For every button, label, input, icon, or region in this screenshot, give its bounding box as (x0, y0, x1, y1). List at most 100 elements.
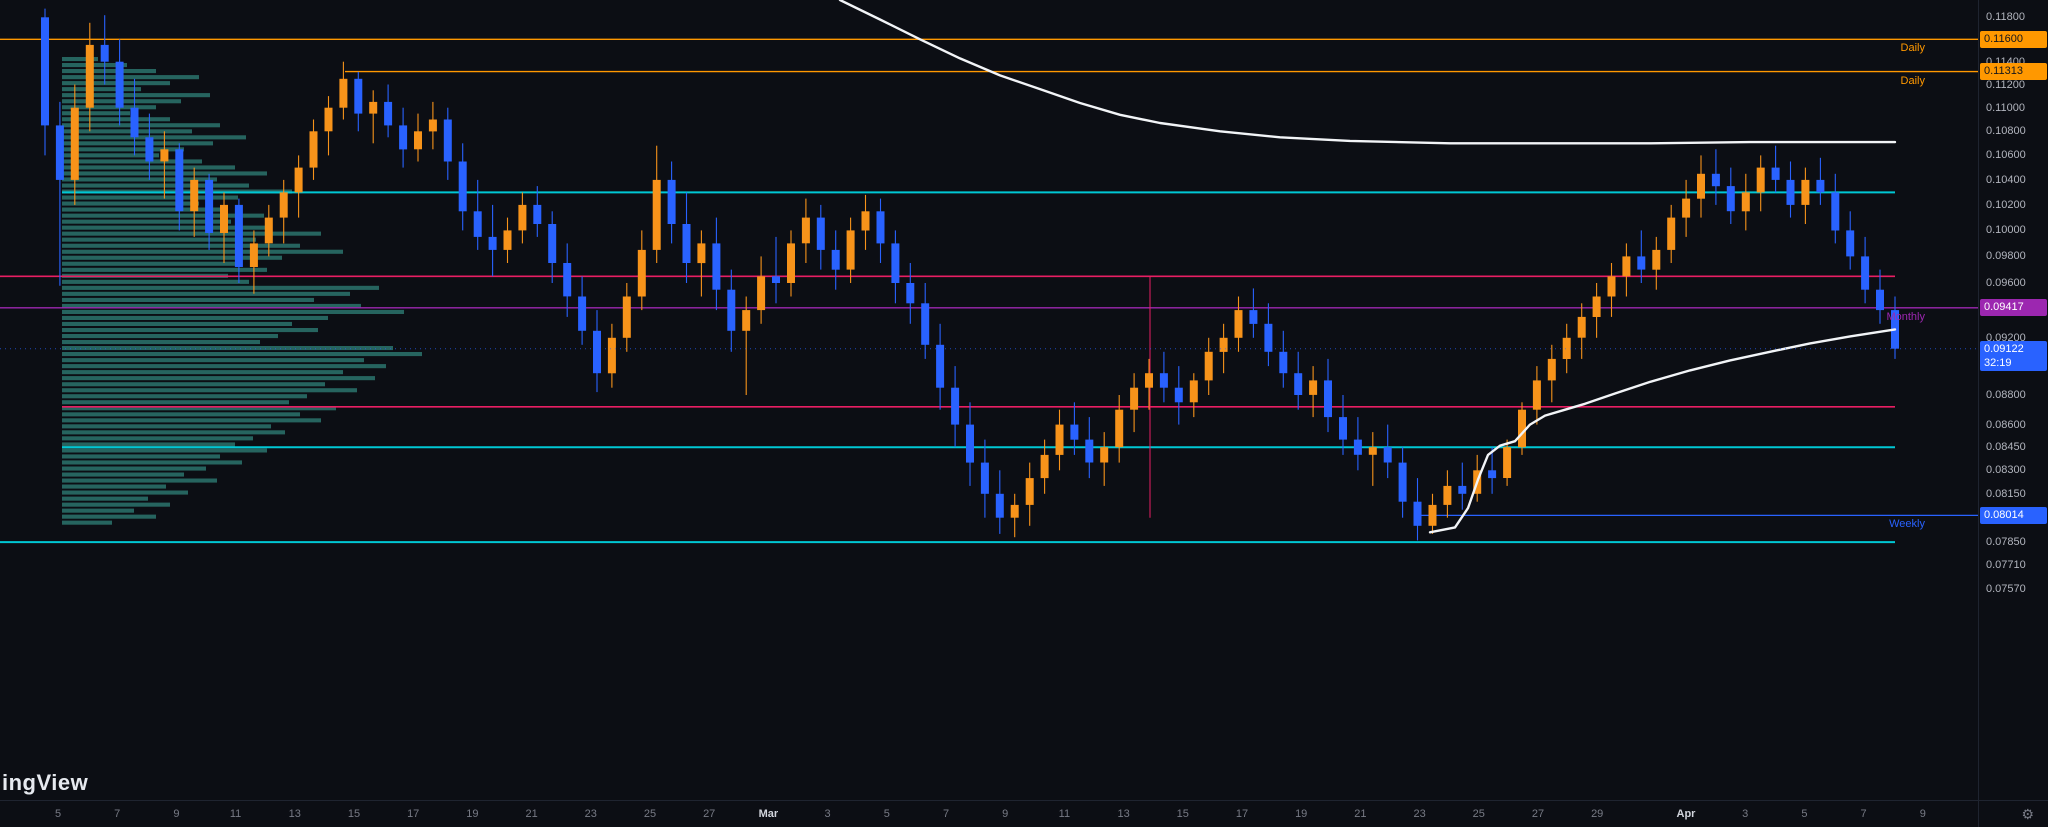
volume-profile-row (62, 249, 343, 254)
volume-profile-row (62, 231, 321, 236)
chart-plot-area[interactable]: Daily Daily Monthly Weekly ingView (0, 0, 1978, 800)
price-tick: 0.10000 (1986, 224, 2026, 237)
time-tick-19: 19 (1295, 808, 1308, 820)
candle-body (876, 211, 885, 244)
price-tick: 0.08450 (1986, 441, 2026, 454)
price-tick: 0.11200 (1986, 78, 2025, 91)
candle-body (1189, 380, 1198, 403)
axis-settings-corner: ⚙ (1978, 800, 2048, 827)
time-axis[interactable]: 5 7 9 11 13 15 17 19 21 23 25 27 Mar 3 5 7 9 11 13 15 17 19 21… (0, 800, 1978, 827)
volume-profile-row (62, 255, 282, 260)
price-badge-0.08014: 0.08014 (1980, 506, 2047, 524)
candle-body (414, 131, 422, 150)
volume-profile-row (62, 309, 404, 314)
volume-profile-row (62, 129, 192, 134)
volume-profile-row (62, 418, 321, 423)
volume-profile-row (62, 406, 336, 411)
candle-body (1801, 179, 1810, 205)
time-tick-apr: Apr (1676, 808, 1696, 820)
candle-body (1115, 409, 1124, 448)
candle-body (458, 161, 467, 212)
time-tick-23: 23 (1413, 808, 1426, 820)
candle-body (473, 211, 482, 237)
volume-profile-row (62, 496, 148, 501)
candle-body (637, 249, 646, 297)
price-tick: 0.07850 (1986, 536, 2026, 549)
volume-profile-row (62, 334, 278, 339)
volume-profile-row (62, 141, 213, 146)
time-tick-25: 25 (1472, 808, 1485, 820)
tradingview-watermark[interactable]: ingView (2, 770, 89, 795)
candle-body (966, 424, 974, 463)
volume-profile-row (62, 261, 242, 266)
candle-body (1577, 316, 1586, 338)
candle-body (1667, 217, 1676, 250)
candle-body (55, 125, 64, 180)
candle-body (145, 137, 154, 162)
candle-body (1279, 351, 1288, 374)
volume-profile-row (62, 502, 170, 507)
volume-profile-row (62, 201, 199, 206)
volume-profile-row (62, 195, 238, 200)
candle-body (1846, 230, 1855, 257)
volume-profile-row (62, 315, 328, 320)
candle-body (682, 224, 691, 263)
gear-icon[interactable]: ⚙ (2021, 806, 2034, 822)
candle-body (85, 44, 94, 108)
volume-profile-row (62, 183, 249, 188)
candle-body (1324, 380, 1332, 418)
volume-profile-row (62, 472, 184, 477)
candle-body (1443, 485, 1452, 505)
volume-profile-row (62, 135, 246, 140)
volume-profile-row (62, 159, 202, 164)
ma-white-lower (1428, 328, 1897, 534)
volume-profile-row (62, 328, 318, 333)
volume-profile-row (62, 297, 314, 302)
time-tick-17: 17 (1235, 808, 1249, 820)
candle-body (921, 303, 930, 345)
candle-body (384, 101, 393, 126)
volume-profile-row (62, 352, 422, 357)
candle-body (354, 78, 363, 114)
candle-body (220, 204, 228, 233)
chart-canvas[interactable] (0, 0, 1978, 800)
candle-body (1876, 289, 1884, 311)
volume-profile-row (62, 454, 220, 459)
candle-body (264, 217, 273, 244)
candle-body (1398, 462, 1407, 502)
candle-body (1592, 296, 1601, 317)
price-badge-0.09417: 0.09417 (1980, 299, 2047, 317)
volume-profile-row (62, 177, 217, 182)
volume-profile-row (62, 358, 364, 363)
candle-body (503, 230, 512, 250)
volume-profile-row (62, 69, 156, 74)
volume-profile-row (62, 303, 361, 308)
candle-body (369, 101, 378, 114)
time-tick-9: 9 (1919, 808, 1926, 820)
candle-body (1025, 478, 1034, 505)
volume-profile-row (62, 430, 285, 435)
candle-body (1488, 470, 1497, 479)
candle-body (1831, 192, 1840, 231)
time-tick-9: 9 (1002, 808, 1009, 820)
candle-body (1771, 167, 1780, 180)
price-tick: 0.10400 (1986, 173, 2026, 186)
candle-body (995, 493, 1004, 518)
time-tick-7: 7 (1860, 808, 1867, 820)
price-axis[interactable]: 0.11800 0.11400 0.11200 0.11000 0.10800 0.106… (1978, 0, 2048, 800)
volume-profile-row (62, 105, 156, 110)
candle-body (294, 167, 303, 193)
candle-body (1204, 351, 1213, 381)
candle-body (205, 179, 214, 233)
volume-profile-row (62, 225, 271, 230)
candle-body (1503, 447, 1512, 478)
volume-profile-row (62, 520, 112, 525)
candle-body (712, 243, 721, 290)
current-price-badge: 0.09122 32:19 (1980, 340, 2047, 371)
candle-body (1428, 504, 1437, 526)
volume-profile-row (62, 346, 393, 351)
candle-body (175, 149, 184, 212)
price-tick: 0.10800 (1986, 125, 2026, 138)
volume-profile-row (62, 57, 98, 62)
